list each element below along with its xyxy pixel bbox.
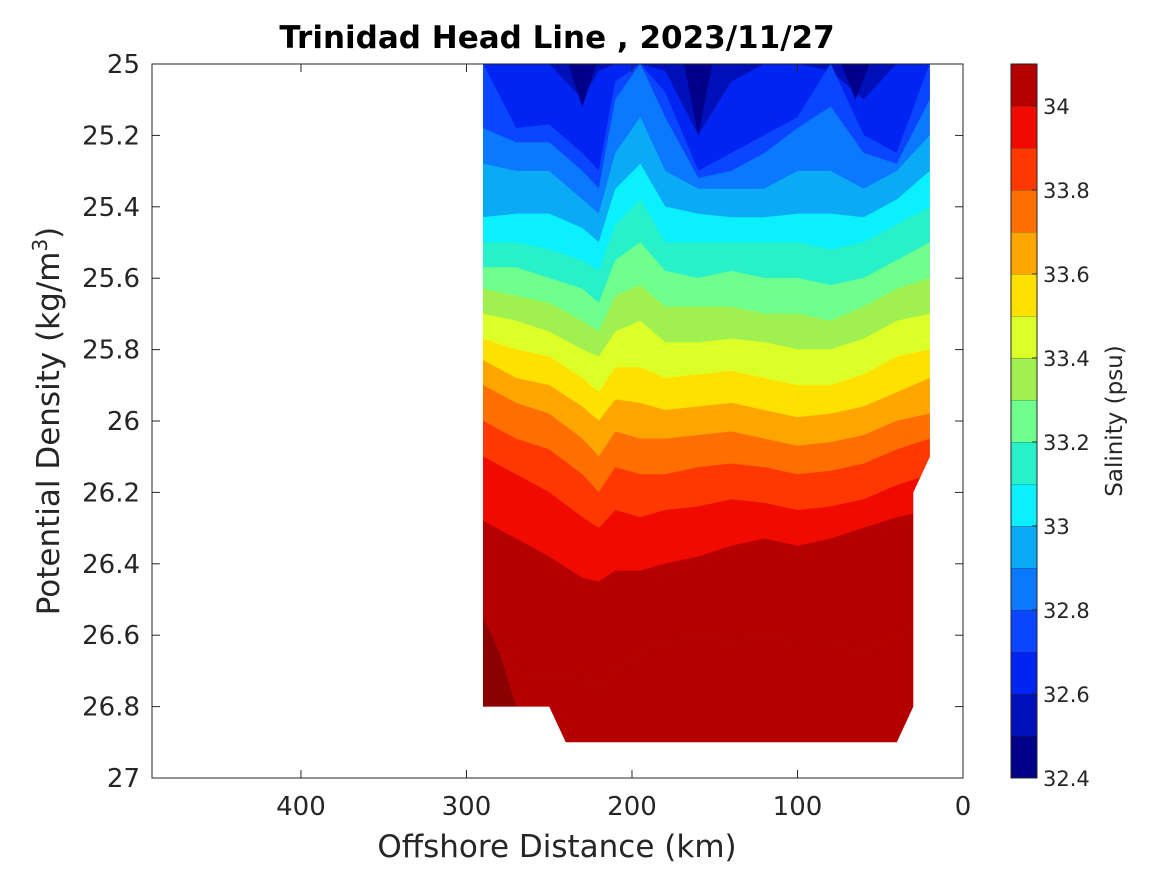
colorbar-label-group: Salinity (psu) [1102,345,1128,497]
y-tick-label: 25.4 [82,193,140,223]
colorbar-swatch [1011,232,1037,274]
colorbar-tick-label: 33 [1043,515,1070,539]
x-tick-label: 300 [442,792,492,822]
x-tick-label: 200 [607,792,657,822]
colorbar-swatch [1011,568,1037,610]
x-tick-label: 0 [955,792,972,822]
y-tick-label: 25.8 [82,336,140,366]
colorbar: 32.4 32.6 32.8 33 33.2 33.4 33.6 33.8 34 [1010,63,1090,791]
y-tick-label: 25.6 [82,264,140,294]
y-axis-label-group: Potential Density (kg/m3) [28,227,67,616]
salinity-minimum-core [568,64,597,107]
colorbar-swatch [1011,64,1037,106]
y-tick-label: 26.8 [82,693,140,723]
colorbar-swatch [1011,274,1037,316]
y-tick-label: 27 [107,764,140,794]
colorbar-tick-label: 33.4 [1043,347,1090,371]
y-axis-label-superscript: 3 [28,239,52,252]
salinity-minimum-core [841,64,870,100]
colorbar-tick-label: 33.8 [1043,179,1090,203]
salinity-maximum-core [483,617,517,707]
colorbar-label: Salinity (psu) [1102,345,1128,497]
colorbar-tick-label: 32.6 [1043,683,1090,707]
contour-band [483,64,930,136]
y-axis-label-close: ) [31,227,67,239]
salinity-minimum-core [684,64,713,136]
y-axis-label-main: Potential Density (kg/m [31,252,67,616]
chart-title: Trinidad Head Line , 2023/11/27 [279,20,834,56]
colorbar-frame [1010,63,1038,779]
colorbar-tick-label: 33.6 [1043,263,1090,287]
y-tick-label: 26.4 [82,550,140,580]
y-tick-label: 25.2 [82,121,140,151]
colorbar-swatch [1011,694,1037,736]
colorbar-swatch [1011,736,1037,778]
y-tick-label: 26.6 [82,621,140,651]
colorbar-bands [1011,63,1037,778]
y-tick-label: 25 [107,50,140,80]
x-axis-label: Offshore Distance (km) [377,829,736,865]
y-axis-label: Potential Density (kg/m3) [28,227,67,616]
colorbar-swatch [1011,442,1037,484]
x-tick-label: 400 [276,792,326,822]
colorbar-swatch [1011,610,1037,652]
colorbar-ticks: 32.4 32.6 32.8 33 33.2 33.4 33.6 33.8 34 [1032,95,1090,791]
y-tick-label: 26 [107,407,140,437]
colorbar-swatch [1011,652,1037,694]
x-axis: 400 300 200 100 0 [276,64,971,822]
colorbar-tick-label: 32.4 [1043,767,1090,791]
colorbar-swatch [1011,106,1037,148]
y-axis: 25 25.2 25.4 25.6 25.8 26 26.2 26.4 26.6 26.8 27 [82,50,963,794]
x-tick-label: 100 [773,792,823,822]
colorbar-swatch [1011,190,1037,232]
colorbar-swatch [1011,400,1037,442]
colorbar-tick-label: 32.8 [1043,599,1090,623]
contour-band [483,616,930,743]
y-tick-label: 26.2 [82,478,140,508]
colorbar-swatch [1011,358,1037,400]
contour-bands [483,64,930,743]
colorbar-tick-label: 34 [1043,95,1070,119]
plot-area: 400 300 200 100 0 25 25.2 25.4 25.6 25.8 26 26.2 26… [82,50,971,822]
colorbar-swatch [1011,316,1037,358]
colorbar-tick-label: 33.2 [1043,431,1090,455]
colorbar-swatch [1011,148,1037,190]
colorbar-swatch [1011,484,1037,526]
colorbar-swatch [1011,526,1037,568]
